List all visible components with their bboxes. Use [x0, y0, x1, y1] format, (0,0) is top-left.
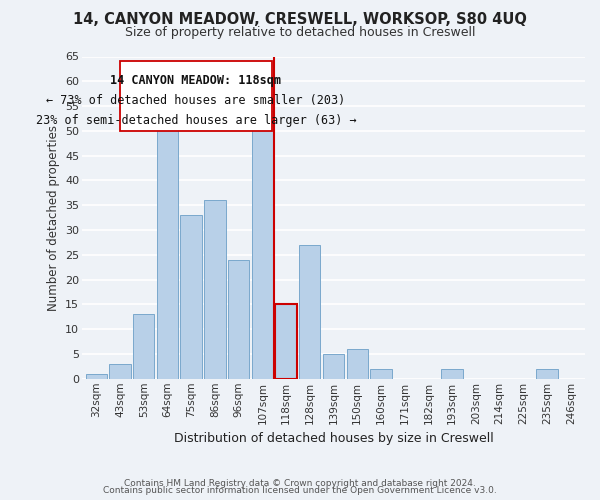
Bar — [323, 354, 344, 379]
Bar — [442, 369, 463, 379]
Bar — [347, 349, 368, 379]
Y-axis label: Number of detached properties: Number of detached properties — [47, 124, 59, 310]
FancyBboxPatch shape — [120, 62, 272, 131]
Bar — [299, 245, 320, 379]
Bar — [109, 364, 131, 379]
Bar — [228, 260, 249, 379]
Bar — [181, 215, 202, 379]
Text: ← 73% of detached houses are smaller (203): ← 73% of detached houses are smaller (20… — [46, 94, 346, 106]
Bar — [251, 111, 273, 379]
Text: 14 CANYON MEADOW: 118sqm: 14 CANYON MEADOW: 118sqm — [110, 74, 281, 87]
Text: Contains public sector information licensed under the Open Government Licence v3: Contains public sector information licen… — [103, 486, 497, 495]
Text: 14, CANYON MEADOW, CRESWELL, WORKSOP, S80 4UQ: 14, CANYON MEADOW, CRESWELL, WORKSOP, S8… — [73, 12, 527, 28]
Text: Size of property relative to detached houses in Creswell: Size of property relative to detached ho… — [125, 26, 475, 39]
Bar — [133, 314, 154, 379]
Bar — [370, 369, 392, 379]
Bar — [536, 369, 558, 379]
Bar — [86, 374, 107, 379]
Bar — [204, 200, 226, 379]
X-axis label: Distribution of detached houses by size in Creswell: Distribution of detached houses by size … — [173, 432, 493, 445]
Text: 23% of semi-detached houses are larger (63) →: 23% of semi-detached houses are larger (… — [35, 114, 356, 126]
Bar — [275, 304, 297, 379]
Text: Contains HM Land Registry data © Crown copyright and database right 2024.: Contains HM Land Registry data © Crown c… — [124, 478, 476, 488]
Bar — [157, 126, 178, 379]
